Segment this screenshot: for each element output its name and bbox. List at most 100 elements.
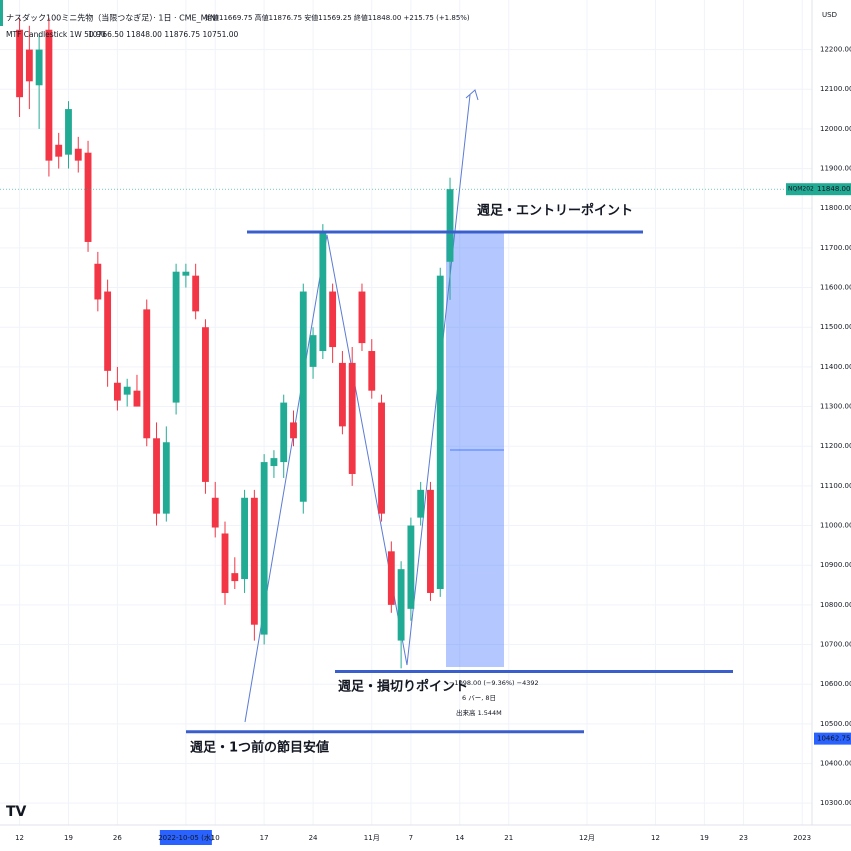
y-tick-label: 12000.00: [820, 125, 851, 133]
price-tag: [814, 732, 851, 745]
candle-body: [221, 533, 229, 593]
x-tick-label: 12月: [579, 834, 595, 842]
x-tick-label: 17: [260, 834, 269, 842]
candle-body: [417, 489, 425, 518]
candle-body: [368, 351, 376, 391]
annotation: 週足・1つ前の節目安値: [190, 740, 329, 756]
candle-body: [280, 402, 288, 463]
candle-body: [329, 291, 337, 348]
price-tag-label: 10462.75: [817, 735, 850, 743]
y-tick-label: 10800.00: [820, 601, 851, 609]
candle-body: [192, 275, 200, 312]
y-tick-label: 10700.00: [820, 641, 851, 649]
candle-body: [123, 386, 131, 395]
candle-body: [45, 29, 53, 161]
candle-body: [94, 263, 102, 300]
candle-body: [231, 573, 239, 582]
candle-body: [338, 362, 346, 427]
candle-body: [55, 144, 63, 157]
candle-body: [309, 335, 317, 367]
x-tick-label: 7: [409, 834, 413, 842]
candle-body: [104, 291, 112, 371]
candle-body: [407, 525, 415, 609]
candle-body: [211, 497, 219, 528]
x-tick-label: 2023: [793, 834, 811, 842]
y-tick-label: 11100.00: [820, 482, 851, 490]
candle-body: [35, 49, 43, 86]
price-tag: [814, 183, 851, 196]
candle-body: [260, 462, 268, 635]
candle-body: [65, 109, 72, 155]
candle-body: [290, 422, 297, 439]
y-tick-label: 10400.00: [820, 760, 851, 768]
candle-body: [446, 189, 454, 262]
candle-body: [397, 569, 405, 641]
ohlc-text: 始値11669.75 高値11876.75 安値11569.25 終値11848…: [205, 13, 470, 22]
y-tick-label: 11000.00: [820, 522, 851, 530]
y-tick-label: 11600.00: [820, 284, 851, 292]
header-marker: [0, 0, 3, 26]
x-tick-label: 19: [700, 834, 709, 842]
y-tick-label: 10300.00: [820, 799, 851, 807]
candle-body: [387, 551, 395, 605]
title: ナスダック100ミニ先物（当限つなぎ足）· 1日 · CME_MINI: [6, 13, 218, 23]
candle-body: [143, 309, 151, 439]
y-tick-label: 10900.00: [820, 561, 851, 569]
indicator-name: MTF Candlestick 1W 50 90: [6, 30, 106, 39]
candle-body: [270, 458, 278, 467]
price-tag-label: 11848.00: [817, 185, 850, 193]
y-tick-label: 11900.00: [820, 165, 851, 173]
x-tick-label: 14: [455, 834, 464, 842]
candle-body: [25, 49, 33, 82]
candle-body: [153, 438, 160, 514]
x-tick-label: 10: [211, 834, 220, 842]
candle-body: [182, 271, 190, 276]
candle-body: [133, 390, 141, 407]
candle-body: [113, 382, 121, 401]
y-tick-label: 10500.00: [820, 720, 851, 728]
candle-body: [427, 489, 434, 593]
candle-body: [436, 275, 444, 590]
candle-body: [299, 291, 307, 502]
x-tick-label: 21: [504, 834, 513, 842]
candle-body: [358, 291, 366, 344]
x-tick-label: 2022-10-05 (水): [158, 833, 214, 842]
candle-body: [16, 29, 23, 98]
candle-body: [202, 327, 209, 482]
candle-body: [162, 442, 170, 514]
y-tick-label: 11800.00: [820, 204, 851, 212]
x-tick-label: 23: [739, 834, 748, 842]
x-tick-label: 19: [64, 834, 73, 842]
candle-body: [84, 152, 92, 242]
y-tick-label: 11400.00: [820, 363, 851, 371]
candle-body: [378, 402, 385, 514]
y-tick-label: 12200.00: [820, 46, 851, 54]
y-tick-label: 10600.00: [820, 680, 851, 688]
candle-body: [172, 271, 180, 403]
measure-text: −1098.00 (−9.36%) −4392: [449, 679, 539, 687]
y-tick-label: 11500.00: [820, 323, 851, 331]
x-tick-label: 24: [309, 834, 318, 842]
candle-body: [74, 148, 82, 161]
candle-body: [319, 232, 327, 352]
indicator-values: 10766.50 11848.00 11876.75 10751.00: [88, 30, 239, 39]
currency: USD: [822, 11, 837, 19]
price-tag-name: NQM2023: [788, 186, 818, 193]
y-tick-label: 11300.00: [820, 403, 851, 411]
candle-body: [241, 497, 249, 580]
candle-body: [348, 362, 356, 474]
candle-body: [250, 497, 258, 625]
arrow-head: [465, 89, 479, 101]
logo: TV: [6, 804, 27, 820]
x-tick-label: 12: [15, 834, 24, 842]
x-tick-highlight: [159, 830, 212, 845]
annotation: 週足・エントリーポイント: [477, 203, 633, 219]
measure-text: 出来高 1.544M: [456, 708, 502, 717]
x-tick-label: 12: [651, 834, 660, 842]
x-tick-label: 26: [113, 834, 122, 842]
y-tick-label: 12100.00: [820, 85, 851, 93]
x-tick-label: 11月: [364, 834, 380, 842]
price-tag-name-bg: [786, 183, 814, 196]
